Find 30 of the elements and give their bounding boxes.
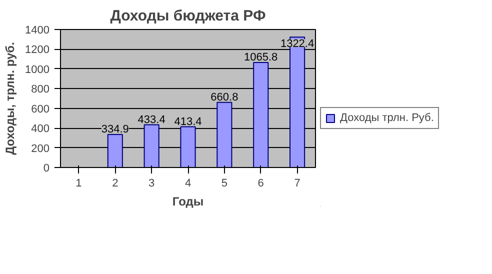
x-tick-label: 2 [112,178,118,190]
legend-label: Доходы трлн. Руб. [340,112,434,124]
x-axis-title: Годы [172,194,204,208]
data-label: 433.4 [138,114,166,126]
data-label: 413.4 [174,116,202,128]
chart-title: Доходы бюджета РФ [110,8,266,24]
y-tick-label: 800 [31,84,50,96]
bar [253,62,269,168]
x-tick-label: 1 [76,178,82,190]
bar [144,124,160,168]
y-tick-label: 1200 [25,44,50,56]
y-tick-label: 1400 [25,24,50,36]
x-tick-label: 3 [148,178,155,190]
y-tick-label: 600 [31,103,50,116]
y-tick-label: 200 [31,142,50,155]
x-tick-label: 4 [184,178,192,190]
x-tick-label: 6 [258,178,264,190]
x-tick-label: 7 [294,178,300,190]
y-axis-title: Доходы, трлн. руб. [3,42,18,155]
y-tick-label: 0 [43,162,50,174]
y-tick-label: 400 [31,123,50,136]
data-label: 334.9 [101,123,129,136]
bar [216,102,232,168]
data-label: 1322.4 [280,38,314,50]
bar [107,134,123,168]
bar [180,126,196,168]
data-label: 660.8 [210,91,238,104]
data-label: 1065.8 [244,51,278,64]
x-tick-label: 5 [221,178,228,190]
y-tick-label: 1000 [25,64,50,76]
